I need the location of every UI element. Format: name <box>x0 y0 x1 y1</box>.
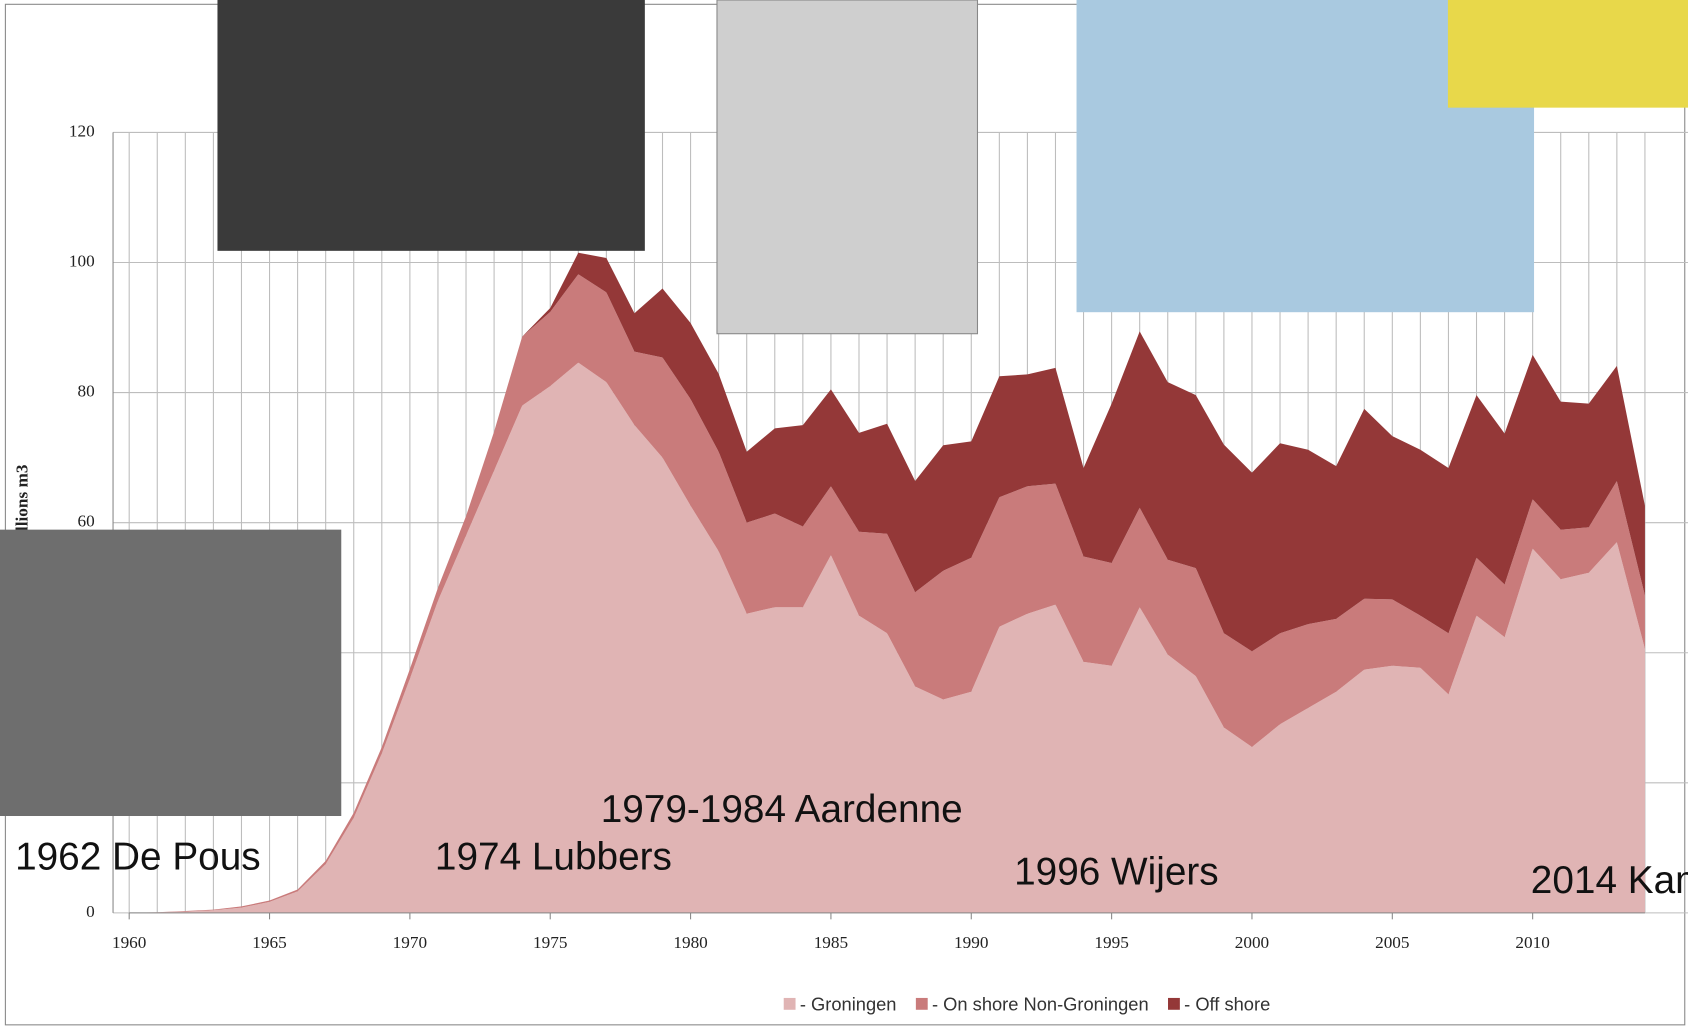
legend-label: - Groningen <box>800 993 897 1014</box>
photo-opec <box>217 0 645 251</box>
x-tick-label: 1980 <box>673 933 707 952</box>
photos <box>0 0 1688 817</box>
legend-label: - On shore Non-Groningen <box>932 993 1149 1014</box>
photo-crowd <box>0 529 342 817</box>
photo-cartoon <box>1447 0 1688 108</box>
x-tick-label: 2010 <box>1515 933 1549 952</box>
y-axis-label: Billions m3 <box>13 464 32 547</box>
x-tick-label: 1975 <box>533 933 567 952</box>
x-tick-label: 2000 <box>1235 933 1269 952</box>
legend-label: - Off shore <box>1184 993 1270 1014</box>
x-tick-label: 1960 <box>112 933 146 952</box>
y-tick-label: 60 <box>78 512 95 531</box>
legend: - Groningen - On shore Non-Groningen - Off… <box>783 993 1270 1014</box>
photo-map <box>716 0 979 335</box>
area <box>129 252 1645 913</box>
x-tick-label: 1985 <box>814 933 848 952</box>
area <box>129 274 1645 913</box>
x-tick-label: 2005 <box>1375 933 1409 952</box>
x-tick-label: 1995 <box>1094 933 1128 952</box>
areas <box>129 252 1645 913</box>
annotation: 1996 Wijers <box>1014 850 1219 893</box>
legend-swatch <box>1168 997 1180 1010</box>
y-tick-label: 80 <box>78 382 95 401</box>
annotation: 1974 Lubbers <box>435 835 672 878</box>
axes: 0204060801001201960196519701975198019851… <box>69 121 1645 952</box>
x-tick-label: 1965 <box>252 933 286 952</box>
legend-swatch <box>915 997 928 1010</box>
y-tick-label: 0 <box>86 902 95 921</box>
area <box>129 362 1645 913</box>
legend-swatch <box>783 997 796 1010</box>
annotation: 1962 De Pous <box>15 835 261 878</box>
y-tick-label: 100 <box>69 251 95 270</box>
y-tick-label: 120 <box>69 121 95 140</box>
annotation: 1979-1984 Aardenne <box>601 788 963 831</box>
annotation: 2014 Kam <box>1531 859 1688 902</box>
x-tick-label: 1970 <box>393 933 427 952</box>
x-tick-label: 1990 <box>954 933 988 952</box>
